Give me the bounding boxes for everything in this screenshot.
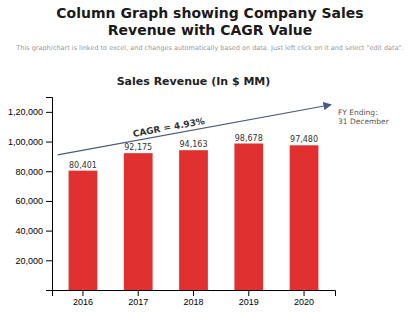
y-tick-mark [46, 142, 52, 143]
y-tick-label: 1,20,000 [8, 107, 43, 117]
x-tick: 2018 [183, 290, 203, 307]
fy-label-line: FY Ending: [338, 108, 378, 117]
bar [69, 171, 98, 290]
x-tick-label: 2020 [294, 297, 314, 307]
y-tick-label: 80,000 [15, 167, 43, 177]
y-tick-mark [46, 171, 52, 172]
y-tick: 80,000 [15, 167, 52, 177]
y-axis-line [46, 98, 53, 291]
x-axis: 2016 2017 2018 2019 2020 [53, 290, 336, 307]
data-label: 92,175 [124, 143, 152, 152]
subtitle: This graph/chart is linked to excel, and… [15, 44, 403, 52]
y-tick-mark [46, 231, 52, 232]
x-tick-mark [248, 290, 249, 296]
y-tick: 20,000 [15, 256, 52, 266]
y-tick [46, 290, 52, 291]
chart-title: Sales Revenue (In $ MM) [117, 75, 271, 88]
data-label: 98,678 [235, 134, 263, 143]
chart: Column Graph showing Company SalesRevenu… [0, 0, 420, 315]
cagr-arrow [58, 105, 331, 155]
x-tick-mark [304, 290, 305, 296]
y-tick-label: 60,000 [15, 196, 43, 206]
title: Column Graph showing Company SalesRevenu… [56, 5, 363, 38]
x-tick-label: 2018 [183, 297, 203, 307]
bars [69, 144, 319, 290]
title-line: Revenue with CAGR Value [108, 22, 313, 38]
x-tick-label: 2017 [128, 297, 148, 307]
y-tick-mark [46, 201, 52, 202]
x-tick-label: 2019 [239, 297, 259, 307]
bar [124, 153, 153, 290]
y-tick-mark [46, 112, 52, 113]
x-tick-mark [138, 290, 139, 296]
data-label: 80,401 [69, 161, 97, 170]
bar [290, 145, 319, 290]
data-labels: 80,401 92,175 94,163 98,678 97,480 [69, 134, 318, 170]
y-tick-mark [46, 290, 52, 291]
cagr-label: CAGR = 4.93% [132, 116, 206, 139]
x-tick: 2017 [128, 290, 148, 307]
x-tick-label: 2016 [73, 297, 93, 307]
x-tick-mark [82, 290, 83, 296]
bar [234, 144, 263, 290]
y-axis: 20,000 40,000 60,000 80,000 1,00,000 1,20,000 [8, 98, 53, 291]
y-tick-label: 20,000 [15, 256, 43, 266]
x-tick-mark [193, 290, 194, 296]
x-tick: 2019 [239, 290, 259, 307]
y-tick: 60,000 [15, 196, 52, 206]
y-tick-label: 1,00,000 [8, 137, 43, 147]
title-line: Column Graph showing Company Sales [56, 5, 363, 21]
bar [179, 150, 208, 290]
fy-label: FY Ending:31 December [338, 108, 390, 126]
y-tick: 1,00,000 [8, 137, 52, 147]
x-tick: 2016 [73, 290, 93, 307]
x-axis-line [53, 291, 336, 297]
data-label: 94,163 [180, 140, 208, 149]
y-tick: 40,000 [15, 226, 52, 236]
fy-label-line: 31 December [338, 117, 390, 126]
data-label: 97,480 [290, 135, 318, 144]
y-tick: 1,20,000 [8, 107, 52, 117]
x-tick: 2020 [294, 290, 314, 307]
y-tick-mark [46, 260, 52, 261]
subtitle-line: This graph/chart is linked to excel, and… [15, 44, 403, 52]
y-tick-label: 40,000 [15, 226, 43, 236]
